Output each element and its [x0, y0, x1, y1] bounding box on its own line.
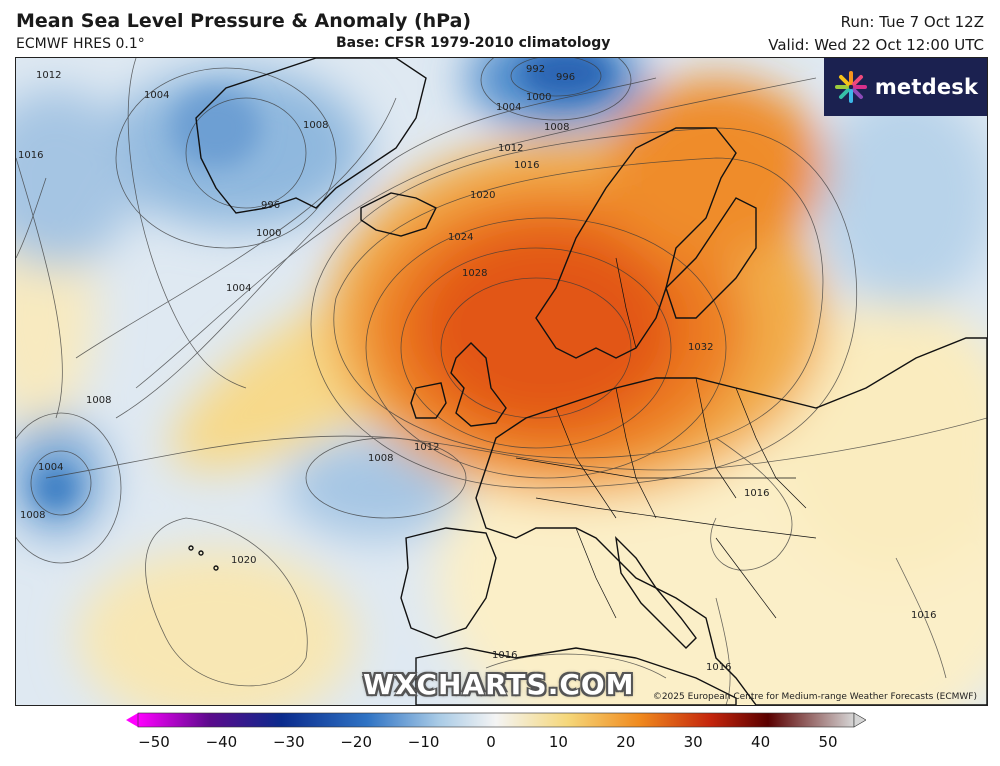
- isobar-label: 1016: [492, 650, 517, 661]
- isobar-label: 1012: [36, 70, 61, 81]
- isobar-label: 1000: [526, 92, 551, 103]
- pressure-anomaly-map: 992 996 1000 1004 1008 1012 1016 1020 10…: [15, 57, 988, 706]
- colorbar-min-arrow: [126, 713, 138, 727]
- colorbar-tick-label: −30: [272, 733, 305, 751]
- isobar-label: 1016: [706, 662, 731, 673]
- isobars: [16, 58, 987, 705]
- isobar-label: 1008: [86, 395, 111, 406]
- colorbar-gradient: [137, 712, 855, 728]
- colorbar-max-arrow: [853, 712, 866, 728]
- isobar-label: 1016: [514, 160, 539, 171]
- colorbar-tick-label: 50: [818, 733, 838, 751]
- colorbar-tick-label: −10: [407, 733, 440, 751]
- isobar-label: 1004: [226, 283, 251, 294]
- colorbar-tick-label: −40: [205, 733, 238, 751]
- model-label: ECMWF HRES 0.1°: [16, 36, 145, 52]
- isobar-labels: 992 996 1000 1004 1008 1012 1016 1020 10…: [18, 64, 936, 673]
- metdesk-logo-text: metdesk: [874, 75, 979, 99]
- map-canvas: 992 996 1000 1004 1008 1012 1016 1020 10…: [16, 58, 987, 705]
- isobar-label: 1024: [448, 232, 473, 243]
- isobar-label: 1020: [231, 555, 256, 566]
- metdesk-burst-icon: [834, 71, 867, 103]
- isobar-label: 1008: [368, 453, 393, 464]
- isobar-label: 1000: [256, 228, 281, 239]
- isobar-label: 1004: [496, 102, 521, 113]
- isobar-label: 992: [526, 64, 545, 75]
- isobar-label: 1004: [144, 90, 169, 101]
- isobar-label: 1012: [414, 442, 439, 453]
- isobar-label: 1020: [470, 190, 495, 201]
- metdesk-logo: metdesk: [824, 58, 987, 116]
- isobar-label: 1008: [20, 510, 45, 521]
- isobar-label: 1004: [38, 462, 63, 473]
- valid-time-label: Valid: Wed 22 Oct 12:00 UTC: [768, 36, 984, 54]
- isobar-label: 1016: [18, 150, 43, 161]
- climatology-base-label: Base: CFSR 1979-2010 climatology: [336, 35, 611, 51]
- coastlines: [188, 58, 987, 705]
- country-borders: [515, 257, 817, 619]
- ecmwf-copyright: ©2025 European Centre for Medium-range W…: [652, 692, 977, 702]
- colorbar-tick-label: 10: [548, 733, 568, 751]
- wxcharts-watermark: WXCHARTS.COM: [363, 668, 635, 701]
- isobar-label: 1016: [911, 610, 936, 621]
- isobar-label: 1016: [744, 488, 769, 499]
- map-title: Mean Sea Level Pressure & Anomaly (hPa): [16, 10, 472, 32]
- isobar-label: 996: [556, 72, 575, 83]
- colorbar-tick-label: 30: [683, 733, 703, 751]
- isobar-label: 1008: [544, 122, 569, 133]
- isobar-label: 1012: [498, 143, 523, 154]
- colorbar-tick-label: −50: [138, 733, 170, 751]
- isobar-label: 1032: [688, 342, 713, 353]
- isobar-label: 1028: [462, 268, 487, 279]
- colorbar-tick-label: 20: [616, 733, 636, 751]
- isobar-label: 996: [261, 200, 280, 211]
- colorbar-tick-label: 40: [751, 733, 771, 751]
- colorbar-tick-label: 0: [486, 733, 496, 751]
- colorbar-tick-label: −20: [340, 733, 373, 751]
- anomaly-shading: [16, 58, 987, 705]
- anomaly-colorbar: [126, 712, 866, 728]
- run-time-label: Run: Tue 7 Oct 12Z: [840, 13, 984, 31]
- isobar-label: 1008: [303, 120, 328, 131]
